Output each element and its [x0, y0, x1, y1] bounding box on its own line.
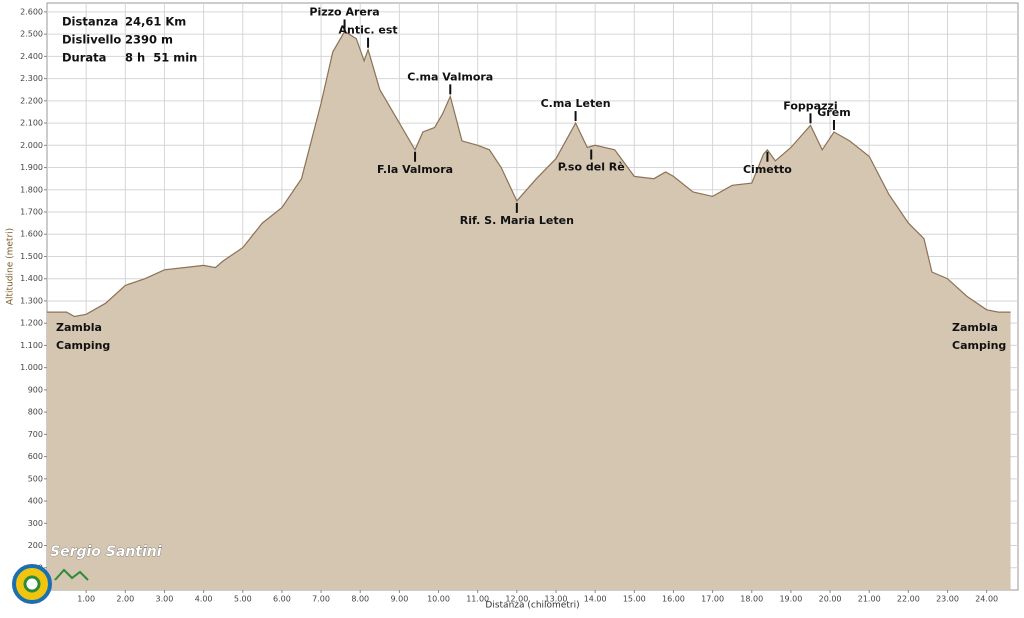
x-tick-label: 8.00 [351, 595, 369, 604]
x-tick-label: 24.00 [975, 595, 998, 604]
y-tick-label: 500 [28, 474, 43, 483]
annotation-label: F.la Valmora [377, 163, 453, 176]
y-tick-label: 200 [28, 541, 43, 550]
y-tick-label: 1.400 [20, 274, 43, 283]
y-tick-label: 1.300 [20, 296, 43, 305]
annotation-label: Rif. S. Maria Leten [460, 214, 574, 227]
x-tick-label: 2.00 [116, 595, 134, 604]
x-axis-title: Distanza (chilometri) [485, 601, 579, 611]
y-tick-label: 1.600 [20, 230, 43, 239]
y-tick-label: 1.800 [20, 185, 43, 194]
start-label: Zambla [56, 321, 102, 334]
x-tick-label: 23.00 [936, 595, 959, 604]
info-label: Distanza [62, 15, 118, 29]
y-tick-label: 1.900 [20, 163, 43, 172]
area-outline [47, 30, 1011, 318]
annotation-label: Foppazzi [783, 99, 837, 112]
annotation-label: Grem [817, 106, 850, 119]
x-tick-label: 11.00 [466, 595, 489, 604]
x-tick-label: 10.00 [427, 595, 450, 604]
logo [12, 564, 89, 604]
info-value: 24,61 Km [125, 15, 186, 29]
y-tick-label: 2.100 [20, 119, 43, 128]
x-tick-label: 9.00 [390, 595, 408, 604]
y-tick-label: 900 [28, 385, 43, 394]
y-tick-label: 1.100 [20, 341, 43, 350]
info-value: 8 h 51 min [125, 51, 197, 65]
y-axis-title: Altitudine (metri) [6, 228, 16, 305]
y-tick-label: 2.600 [20, 7, 43, 16]
x-tick-label: 7.00 [312, 595, 330, 604]
y-tick-label: 300 [28, 519, 43, 528]
info-label: Dislivello [62, 33, 121, 47]
info-value: 2390 m [125, 33, 173, 47]
x-tick-label: 12.00 [505, 595, 528, 604]
y-tick-label: 1.000 [20, 363, 43, 372]
x-tick-label: 19.00 [779, 595, 802, 604]
y-tick-label: 2.300 [20, 74, 43, 83]
x-tick-label: 21.00 [858, 595, 881, 604]
logo-mountain [54, 568, 89, 581]
annotation-label: P.so del Rè [558, 161, 625, 174]
labels: 1002003004005006007008009001.0001.1001.2… [6, 5, 1007, 610]
y-tick-label: 400 [28, 497, 43, 506]
end-label: Zambla [952, 321, 998, 334]
y-tick-label: 700 [28, 430, 43, 439]
x-tick-label: 14.00 [584, 595, 607, 604]
marks [47, 30, 1011, 590]
watermark: Sergio Santini [50, 544, 162, 560]
logo-center [23, 575, 41, 593]
annotation-label: C.ma Leten [541, 97, 611, 110]
y-tick-label: 2.200 [20, 96, 43, 105]
y-tick-label: 800 [28, 408, 43, 417]
y-tick-label: 1.700 [20, 208, 43, 217]
x-tick-label: 13.00 [545, 595, 568, 604]
y-tick-label: 1.200 [20, 319, 43, 328]
x-tick-label: 22.00 [897, 595, 920, 604]
x-tick-label: 4.00 [195, 595, 213, 604]
y-tick-label: 2.000 [20, 141, 43, 150]
end-label: Camping [952, 339, 1006, 352]
x-tick-label: 16.00 [662, 595, 685, 604]
annotation-label: Pizzo Arera [309, 5, 379, 18]
y-tick-label: 1.500 [20, 252, 43, 261]
y-tick-label: 2.500 [20, 30, 43, 39]
annotation-label: C.ma Valmora [407, 70, 493, 83]
x-tick-label: 15.00 [623, 595, 646, 604]
y-tick-label: 600 [28, 452, 43, 461]
annotation-label: Antic. est [338, 24, 397, 37]
x-tick-label: 20.00 [819, 595, 842, 604]
x-tick-label: 6.00 [273, 595, 291, 604]
x-tick-label: 1.00 [77, 595, 95, 604]
area [47, 31, 1011, 590]
x-tick-label: 18.00 [740, 595, 763, 604]
x-tick-label: 5.00 [234, 595, 252, 604]
annotation-label: Cimetto [743, 163, 792, 176]
x-tick-label: 3.00 [156, 595, 174, 604]
info-label: Durata [62, 51, 106, 65]
x-tick-label: 17.00 [701, 595, 724, 604]
start-label: Camping [56, 339, 110, 352]
y-tick-label: 2.400 [20, 52, 43, 61]
